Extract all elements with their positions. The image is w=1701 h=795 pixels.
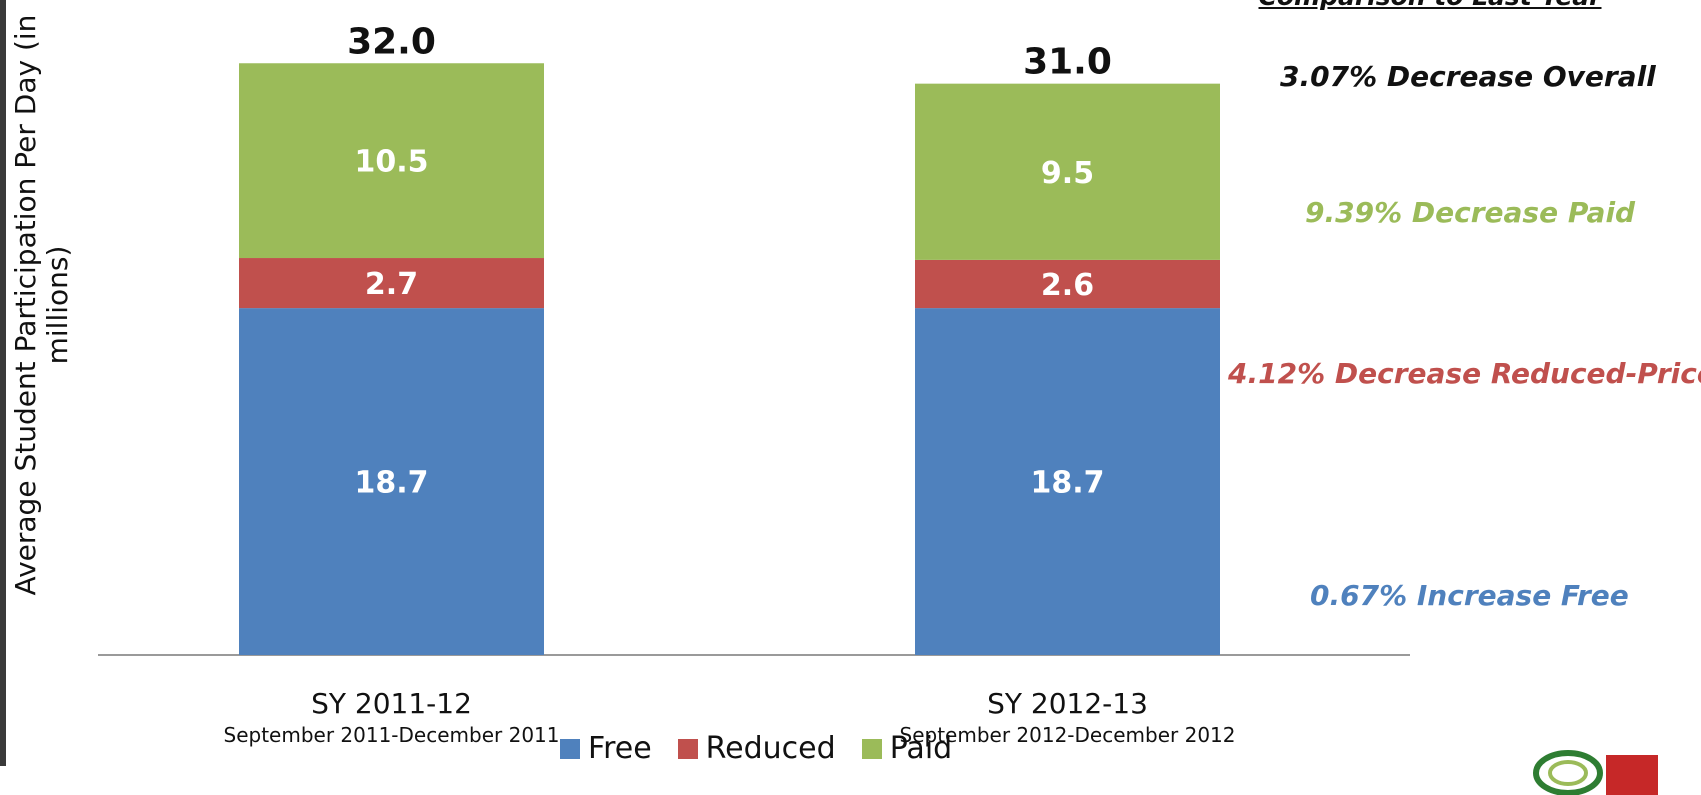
data-label-paid-1: 9.5 xyxy=(1041,156,1094,191)
x-tick-sublabel-0: September 2011-December 2011 xyxy=(224,723,560,747)
bar-free-1 xyxy=(915,308,1220,655)
y-axis-label: Average Student Participation Per Day (i… xyxy=(9,14,74,596)
legend-swatch-paid xyxy=(861,739,882,759)
legend-swatch-free xyxy=(560,739,580,759)
legend-item-paid: Paid xyxy=(861,731,953,767)
bar-reduced-0 xyxy=(239,258,544,309)
slide-frame-edge xyxy=(0,0,6,766)
data-label-free-0: 18.7 xyxy=(354,466,428,501)
data-label-reduced-1: 2.6 xyxy=(1041,268,1094,303)
data-label-paid-0: 10.5 xyxy=(354,145,428,180)
x-tick-label-1: SY 2012-13 xyxy=(987,687,1148,720)
data-label-reduced-0: 2.7 xyxy=(365,267,418,302)
x-tick-sublabel-1: September 2012-December 2012 xyxy=(900,723,1236,747)
x-tick-label-0: SY 2011-12 xyxy=(311,687,472,720)
total-label-0: 32.0 xyxy=(347,21,436,62)
legend-item-reduced: Reduced xyxy=(677,731,836,767)
bar-paid-0 xyxy=(239,63,544,259)
bar-free-0 xyxy=(239,308,544,655)
chart-legend: Free Reduced Paid xyxy=(560,731,978,767)
comparison-title: Comparison to Last Year xyxy=(1210,0,1650,11)
comparison-reduced: 4.12% Decrease Reduced-Price xyxy=(1228,357,1701,390)
legend-label-paid: Paid xyxy=(889,731,953,766)
comparison-overall: 3.07% Decrease Overall xyxy=(1280,60,1656,93)
logo-icon xyxy=(1533,750,1658,795)
data-label-free-1: 18.7 xyxy=(1030,466,1104,501)
comparison-paid: 9.39% Decrease Paid xyxy=(1305,196,1636,229)
legend-label-reduced: Reduced xyxy=(705,731,836,766)
comparison-free: 0.67% Increase Free xyxy=(1310,579,1629,612)
legend-item-free: Free xyxy=(560,731,652,767)
bar-reduced-1 xyxy=(915,259,1220,309)
bar-paid-1 xyxy=(915,83,1220,260)
stacked-bar-chart: 18.7 2.7 10.5 32.0 SY 2011-12 September 2011-… xyxy=(98,21,1410,747)
legend-label-free: Free xyxy=(588,731,652,766)
total-label-1: 31.0 xyxy=(1023,42,1112,83)
legend-swatch-reduced xyxy=(677,739,698,759)
